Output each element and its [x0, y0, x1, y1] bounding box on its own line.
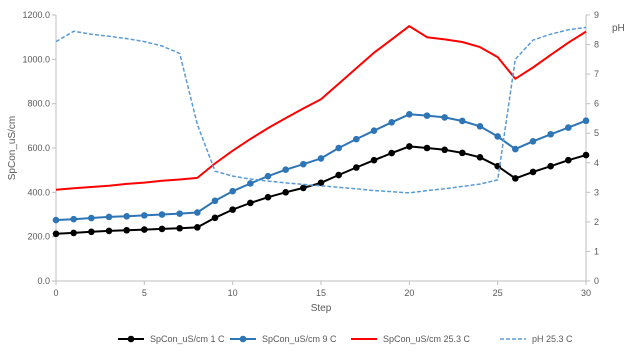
data-point-0	[423, 144, 431, 152]
legend-label-2: SpCon_uS/cm 25.3 C	[383, 334, 471, 344]
data-point-1	[353, 135, 360, 143]
y-tick-label: 600.0	[27, 143, 50, 153]
data-point-0	[370, 156, 378, 164]
data-point-0	[105, 227, 113, 235]
data-point-0	[441, 146, 448, 154]
y-tick-label: 1200.0	[22, 10, 50, 20]
y2-tick-label: 3	[594, 187, 599, 197]
data-point-1	[211, 197, 219, 205]
data-point-0	[388, 149, 395, 157]
legend-label-1: SpCon_uS/cm 9 C	[262, 334, 337, 344]
data-point-1	[176, 210, 183, 217]
data-point-0	[52, 230, 60, 238]
data-point-0	[158, 225, 166, 233]
data-point-0	[565, 156, 572, 164]
data-point-1	[70, 215, 77, 223]
legend-marker-0	[127, 335, 135, 343]
y-axis-title: SpCon_uS/cm	[7, 116, 18, 180]
data-point-1	[512, 145, 519, 153]
data-point-1	[441, 114, 448, 121]
data-point-0	[264, 193, 272, 201]
data-point-1	[423, 112, 431, 119]
x-tick-label: 15	[316, 288, 326, 298]
data-point-0	[123, 226, 130, 234]
data-point-0	[512, 175, 519, 182]
x-axis-title: Step	[311, 303, 332, 314]
data-point-1	[565, 124, 572, 131]
data-point-0	[317, 179, 325, 187]
legend-label-0: SpCon_uS/cm 1 C	[150, 334, 225, 344]
x-tick-label: 5	[142, 288, 147, 298]
data-point-1	[529, 138, 537, 145]
x-tick-label: 25	[493, 288, 503, 298]
y2-tick-label: 1	[594, 246, 599, 256]
y2-tick-label: 2	[594, 217, 599, 227]
data-point-0	[141, 226, 148, 233]
data-point-1	[123, 212, 130, 220]
series-line-1	[55, 113, 587, 221]
data-point-0	[547, 162, 554, 170]
data-point-1	[158, 211, 166, 218]
series-line-3	[55, 26, 587, 194]
data-point-0	[247, 199, 254, 207]
data-point-1	[300, 160, 307, 168]
y2-tick-label: 8	[594, 40, 599, 50]
data-point-0	[88, 228, 95, 236]
series-line-2	[55, 25, 587, 191]
y-tick-label: 400.0	[27, 187, 50, 197]
y2-tick-label: 6	[594, 99, 599, 109]
data-point-0	[282, 189, 289, 196]
data-point-1	[370, 127, 378, 135]
data-point-1	[282, 166, 289, 174]
data-point-0	[335, 171, 342, 179]
data-point-1	[476, 122, 484, 130]
data-point-0	[353, 164, 360, 171]
data-point-1	[264, 172, 272, 180]
data-point-1	[141, 212, 148, 219]
y2-tick-label: 7	[594, 69, 599, 79]
data-point-0	[529, 168, 537, 176]
data-point-1	[317, 155, 325, 162]
data-point-1	[406, 111, 413, 118]
data-point-0	[211, 214, 219, 222]
data-point-1	[229, 187, 236, 195]
data-point-1	[194, 209, 201, 216]
data-point-0	[194, 224, 201, 231]
data-point-1	[88, 214, 95, 222]
data-point-1	[52, 216, 60, 224]
data-point-0	[406, 143, 413, 150]
data-point-1	[388, 118, 395, 126]
y-tick-label: 0.0	[37, 276, 50, 286]
x-tick-label: 0	[53, 288, 58, 298]
data-point-1	[335, 144, 342, 152]
x-tick-label: 30	[581, 288, 591, 298]
x-tick-label: 10	[228, 288, 238, 298]
y2-tick-label: 0	[594, 276, 599, 286]
data-point-0	[582, 151, 590, 159]
data-point-0	[229, 206, 236, 213]
data-point-1	[582, 117, 590, 125]
data-point-0	[476, 154, 484, 161]
data-point-1	[547, 130, 554, 138]
data-point-1	[494, 133, 501, 140]
y2-tick-label: 9	[594, 10, 599, 20]
data-point-1	[105, 213, 113, 221]
legend-label-3: pH 25.3 C	[532, 334, 573, 344]
data-point-1	[247, 180, 254, 187]
data-point-0	[459, 149, 466, 157]
x-tick-label: 20	[404, 288, 414, 298]
data-point-1	[459, 117, 466, 125]
data-point-0	[300, 184, 307, 192]
legend-marker-1	[239, 335, 247, 343]
y2-tick-label: 5	[594, 128, 599, 138]
data-point-0	[70, 229, 77, 237]
y2-tick-label: 4	[594, 158, 599, 168]
y2-axis-title: pH	[612, 23, 624, 34]
data-point-0	[176, 224, 183, 232]
y-tick-label: 200.0	[27, 232, 50, 242]
y-tick-label: 800.0	[27, 99, 50, 109]
y-tick-label: 1000.0	[22, 54, 50, 64]
